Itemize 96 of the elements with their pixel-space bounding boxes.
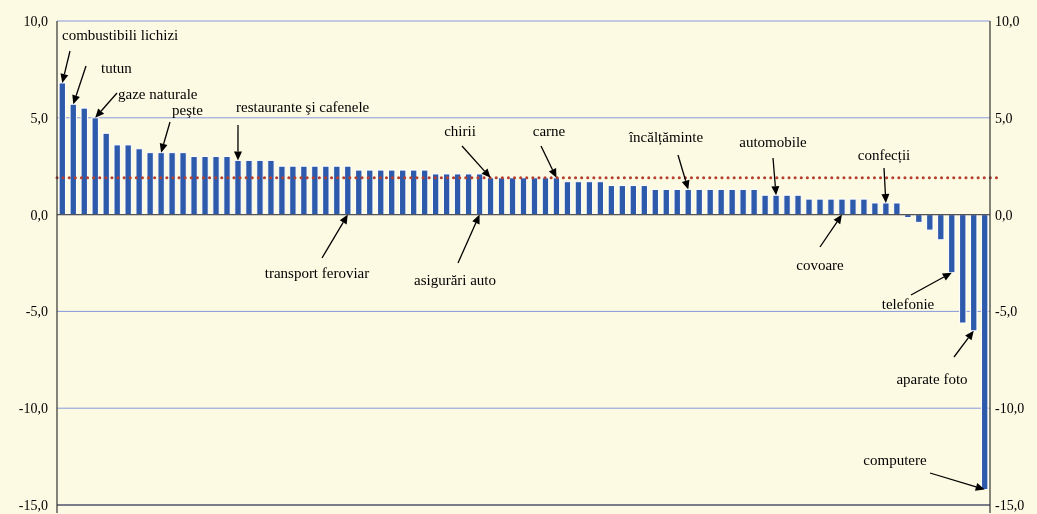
- bar: [420, 169, 429, 216]
- annotation: aparate foto: [896, 371, 968, 387]
- bar: [453, 173, 462, 216]
- y-tick-label: -5,0: [25, 304, 48, 320]
- bar: [750, 188, 758, 216]
- annotation: asigurări auto: [413, 272, 497, 288]
- y2-tick-label: 0,0: [995, 207, 1013, 223]
- annotation: covoare: [796, 257, 845, 273]
- bar: [464, 173, 473, 216]
- bar: [662, 188, 670, 216]
- annotation: chirii: [444, 123, 476, 139]
- bar: [311, 165, 319, 216]
- bar: [289, 165, 297, 216]
- annotation: transport feroviar: [264, 265, 370, 281]
- bar: [410, 169, 418, 216]
- y2-tick-label: -10,0: [995, 401, 1025, 417]
- bar: [805, 198, 813, 216]
- bar: [245, 159, 253, 216]
- bar: [728, 188, 736, 216]
- annotation: încălțăminte: [627, 129, 704, 146]
- bar: [124, 144, 132, 216]
- bar: [223, 156, 231, 216]
- annotation: computere: [863, 452, 927, 468]
- annotation: carne: [532, 123, 566, 139]
- bar: [563, 181, 572, 216]
- annotation: automobile: [739, 134, 808, 150]
- bar: [146, 152, 154, 216]
- bar: [399, 169, 407, 216]
- bar: [618, 185, 627, 216]
- bar: [377, 169, 385, 216]
- bar: [673, 188, 681, 216]
- bar: [541, 177, 550, 216]
- bar: [168, 152, 176, 216]
- bar: [278, 165, 286, 216]
- bar: [497, 177, 506, 216]
- y-tick-label: -10,0: [18, 401, 48, 417]
- bar: [267, 159, 275, 216]
- bar: [80, 107, 88, 216]
- bar: [860, 198, 868, 216]
- bar: [366, 169, 374, 216]
- bar: [695, 188, 703, 216]
- bar: [300, 165, 308, 216]
- bar: [640, 185, 648, 216]
- bar: [959, 214, 967, 324]
- bar: [629, 185, 637, 216]
- y-tick-label: 0,0: [30, 207, 48, 223]
- bar: [739, 188, 747, 216]
- bar: [706, 188, 714, 216]
- bar: [816, 198, 824, 216]
- bar: [256, 159, 264, 216]
- y2-tick-label: 5,0: [995, 110, 1013, 126]
- bar: [102, 132, 110, 216]
- annotation: tutun: [101, 60, 133, 76]
- bar: [761, 194, 769, 216]
- bar: [519, 177, 528, 216]
- annotation: confecții: [857, 147, 911, 164]
- y-tick-label: 10,0: [23, 13, 48, 29]
- bar: [530, 177, 539, 216]
- bar: [355, 169, 363, 216]
- bar: [937, 214, 945, 241]
- bar: [201, 156, 209, 216]
- bar: [783, 194, 791, 216]
- bar: [827, 198, 835, 216]
- annotation: restaurante şi cafenele: [236, 99, 370, 115]
- bar: [135, 148, 143, 216]
- bar: [179, 152, 187, 216]
- bar: [574, 181, 583, 216]
- bar: [113, 144, 121, 216]
- y2-tick-label: -15,0: [995, 497, 1025, 513]
- bar: [893, 202, 901, 216]
- bar: [651, 188, 659, 216]
- bar: [333, 165, 341, 216]
- bar: [849, 198, 857, 216]
- bar: [388, 169, 396, 216]
- annotation: gaze naturale: [118, 86, 198, 102]
- bar: [508, 177, 517, 216]
- bar: [596, 181, 605, 216]
- bar: [607, 185, 616, 216]
- annotation: combustibili lichizi: [62, 27, 179, 43]
- bar: [871, 202, 879, 216]
- y2-tick-label: -5,0: [995, 304, 1018, 320]
- bar: [190, 156, 198, 216]
- bar: [431, 173, 440, 216]
- annotation: telefonie: [881, 296, 935, 312]
- y-tick-label: -15,0: [18, 497, 48, 513]
- bar: [442, 173, 451, 216]
- bar: [926, 214, 934, 231]
- bar: [212, 156, 220, 216]
- bar: [915, 214, 923, 223]
- bar: [585, 181, 594, 216]
- bar: [794, 194, 802, 216]
- bar: [717, 188, 725, 216]
- annotation: peşte: [172, 102, 204, 118]
- y2-tick-label: 10,0: [995, 13, 1020, 29]
- bar: [322, 165, 330, 216]
- y-tick-label: 5,0: [30, 110, 48, 126]
